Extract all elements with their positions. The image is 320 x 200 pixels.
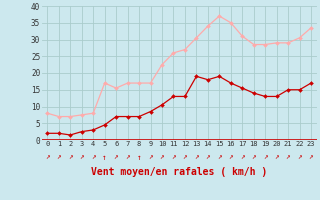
Text: ↗: ↗ [286,152,291,162]
Text: ↑: ↑ [137,152,141,162]
Text: ↗: ↗ [114,152,118,162]
Text: ↗: ↗ [228,152,233,162]
Text: ↗: ↗ [194,152,199,162]
Text: ↗: ↗ [183,152,187,162]
Text: ↗: ↗ [297,152,302,162]
Text: ↗: ↗ [240,152,244,162]
Text: ↗: ↗ [252,152,256,162]
Text: ↗: ↗ [274,152,279,162]
Text: ↗: ↗ [91,152,95,162]
Text: ↗: ↗ [160,152,164,162]
Text: ↗: ↗ [125,152,130,162]
Text: ↗: ↗ [79,152,84,162]
Text: ↗: ↗ [148,152,153,162]
Text: ↗: ↗ [263,152,268,162]
X-axis label: Vent moyen/en rafales ( km/h ): Vent moyen/en rafales ( km/h ) [91,167,267,177]
Text: ↑: ↑ [102,152,107,162]
Text: ↗: ↗ [309,152,313,162]
Text: ↗: ↗ [45,152,50,162]
Text: ↗: ↗ [217,152,222,162]
Text: ↗: ↗ [57,152,61,162]
Text: ↗: ↗ [68,152,73,162]
Text: ↗: ↗ [171,152,176,162]
Text: ↗: ↗ [205,152,210,162]
